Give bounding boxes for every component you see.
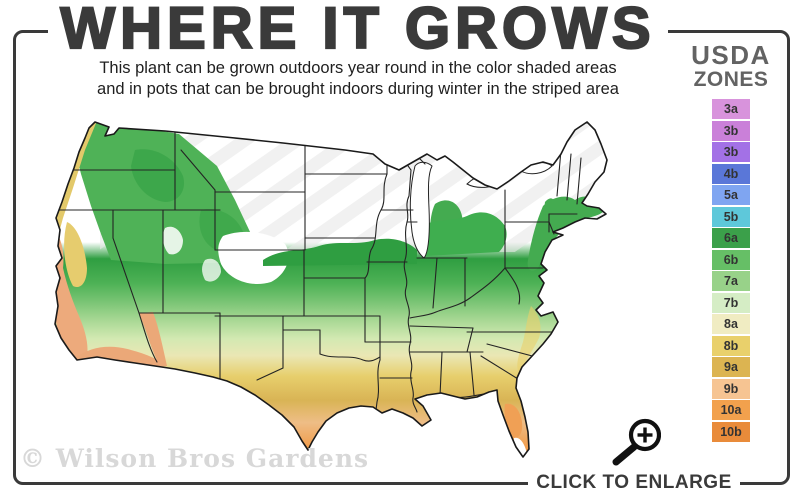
legend-swatch-label: 10a	[720, 403, 742, 417]
legend-swatch-3b: 3b	[712, 120, 750, 141]
legend-swatch-6b: 6b	[712, 249, 750, 270]
legend-swatch-label: 8b	[723, 338, 739, 353]
legend-swatch-8a: 8a	[712, 314, 750, 334]
us-outline	[54, 121, 608, 458]
legend-swatch-6a: 6a	[712, 228, 750, 248]
page-title: WHERE IT GROWS	[59, 0, 656, 61]
legend-swatch-label: 5a	[724, 188, 738, 202]
legend-swatch-label: 3a	[724, 102, 738, 116]
legend-swatch-4b: 4b	[712, 163, 750, 184]
subtitle-line-2: and in pots that can be brought indoors …	[97, 80, 619, 98]
legend-swatch-label: 7a	[724, 274, 738, 288]
state-borders	[55, 131, 582, 413]
subtitle-line-1: This plant can be grown outdoors year ro…	[99, 59, 617, 77]
legend-swatch-9b: 9b	[712, 378, 750, 399]
legend-swatch-10a: 10a	[712, 400, 750, 420]
magnifier-plus-icon[interactable]	[607, 408, 661, 468]
legend-swatch-7b: 7b	[712, 292, 750, 313]
legend-title-line-2: ZONES	[693, 68, 769, 91]
legend-swatch-label: 10b	[720, 424, 742, 439]
legend-swatch-3a: 3a	[712, 99, 750, 119]
usda-zones-legend: USDA ZONES 3a 3b 3b 4b 5a 5b 6a 6b 7a 7b 8a 8b 9a 9b 1…	[681, 42, 781, 443]
legend-swatch-label: 6b	[723, 252, 739, 267]
legend-swatch-7a: 7a	[712, 271, 750, 291]
legend-swatch-label: 4b	[723, 166, 739, 181]
legend-title: USDA ZONES	[681, 40, 781, 91]
legend-swatch-label: 9a	[724, 360, 738, 374]
us-hardiness-map[interactable]	[15, 110, 675, 482]
map-container	[15, 110, 675, 487]
legend-swatch-3b: 3b	[712, 142, 750, 162]
title-block: WHERE IT GROWS This plant can be grown o…	[48, 0, 668, 104]
legend-swatch-label: 8a	[724, 317, 738, 331]
legend-swatch-label: 6a	[724, 231, 738, 245]
legend-swatch-5a: 5a	[712, 185, 750, 205]
legend-swatch-10b: 10b	[712, 421, 750, 442]
watermark: © Wilson Bros Gardens	[20, 444, 370, 473]
legend-swatch-label: 3b	[723, 123, 739, 138]
map-zones	[55, 122, 607, 457]
legend-swatch-label: 5b	[723, 209, 739, 224]
legend-swatch-5b: 5b	[712, 206, 750, 227]
legend-swatch-9a: 9a	[712, 357, 750, 377]
legend-swatch-label: 7b	[723, 295, 739, 310]
click-to-enlarge-label[interactable]: CLICK TO ENLARGE	[528, 470, 740, 496]
legend-swatch-8b: 8b	[712, 335, 750, 356]
legend-title-line-1: USDA	[691, 40, 771, 70]
legend-swatch-label: 9b	[723, 381, 739, 396]
legend-swatch-label: 3b	[723, 145, 739, 159]
legend-swatches: 3a 3b 3b 4b 5a 5b 6a 6b 7a 7b 8a 8b 9a 9b 10a 10b	[681, 99, 781, 442]
